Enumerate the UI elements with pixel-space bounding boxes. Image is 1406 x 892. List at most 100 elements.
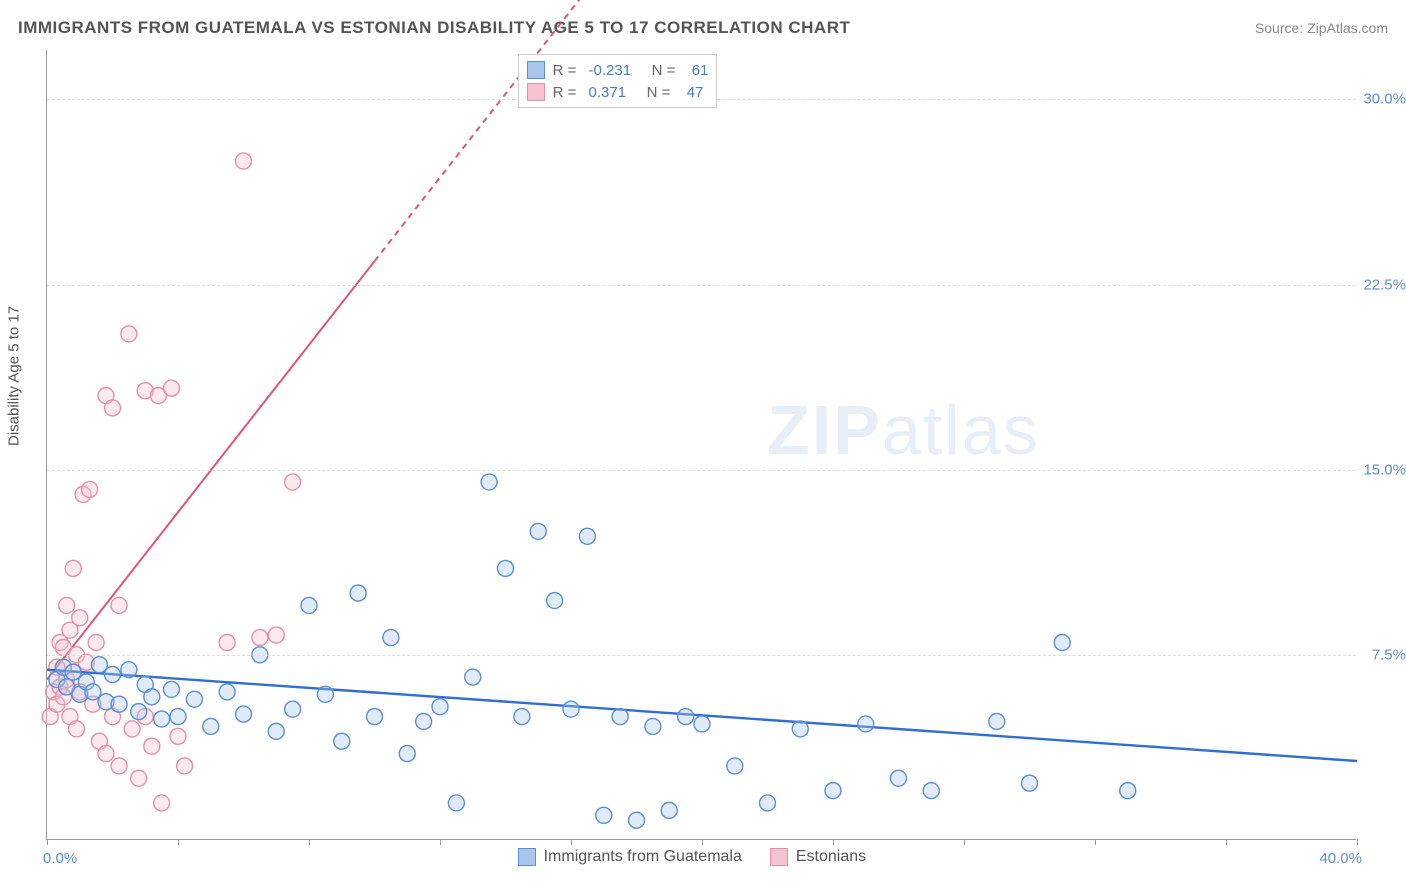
x-tick: [1095, 839, 1096, 845]
r-label: R =: [553, 62, 581, 79]
legend-row: R = 0.371 N = 47: [527, 81, 709, 103]
data-point: [416, 714, 432, 730]
data-point: [825, 783, 841, 799]
data-point: [131, 704, 147, 720]
data-point: [163, 380, 179, 396]
legend-swatch: [527, 61, 545, 79]
legend-swatch: [770, 848, 788, 866]
data-point: [367, 709, 383, 725]
data-point: [203, 718, 219, 734]
r-label: R =: [553, 84, 581, 101]
data-point: [858, 716, 874, 732]
x-tick-label: 0.0%: [43, 850, 77, 867]
x-tick: [178, 839, 179, 845]
data-point: [111, 597, 127, 613]
data-point: [236, 153, 252, 169]
x-tick: [571, 839, 572, 845]
data-point: [1054, 635, 1070, 651]
data-point: [514, 709, 530, 725]
data-point: [219, 684, 235, 700]
r-value: -0.231: [589, 62, 632, 79]
data-point: [334, 733, 350, 749]
data-point: [131, 770, 147, 786]
data-point: [1022, 775, 1038, 791]
x-tick: [440, 839, 441, 845]
data-point: [727, 758, 743, 774]
data-point: [59, 597, 75, 613]
legend-item: Estonians: [770, 848, 866, 866]
data-point: [170, 709, 186, 725]
data-point: [154, 795, 170, 811]
r-value: 0.371: [589, 84, 627, 101]
data-point: [596, 807, 612, 823]
data-point: [629, 812, 645, 828]
data-point: [65, 560, 81, 576]
data-point: [530, 523, 546, 539]
data-point: [432, 699, 448, 715]
data-point: [105, 667, 121, 683]
x-tick: [964, 839, 965, 845]
x-tick: [1226, 839, 1227, 845]
data-point: [98, 746, 114, 762]
legend-row: R = -0.231 N = 61: [527, 59, 709, 81]
data-point: [82, 481, 98, 497]
x-tick: [309, 839, 310, 845]
data-point: [301, 597, 317, 613]
data-point: [68, 721, 84, 737]
data-point: [661, 802, 677, 818]
data-point: [481, 474, 497, 490]
x-tick: [1357, 839, 1358, 845]
data-point: [1120, 783, 1136, 799]
data-point: [923, 783, 939, 799]
data-point: [121, 662, 137, 678]
data-point: [88, 635, 104, 651]
data-point: [612, 709, 628, 725]
n-value: 47: [687, 84, 704, 101]
legend-label: Estonians: [796, 848, 866, 866]
data-point: [154, 711, 170, 727]
data-point: [219, 635, 235, 651]
data-point: [694, 716, 710, 732]
n-label: N =: [639, 62, 684, 79]
data-point: [547, 593, 563, 609]
data-point: [760, 795, 776, 811]
data-point: [448, 795, 464, 811]
scatter-chart: [47, 50, 1356, 839]
data-point: [645, 718, 661, 734]
y-tick-label: 15.0%: [1358, 461, 1406, 478]
data-point: [579, 528, 595, 544]
data-point: [678, 709, 694, 725]
data-point: [350, 585, 366, 601]
data-point: [268, 723, 284, 739]
n-value: 61: [692, 62, 709, 79]
data-point: [285, 474, 301, 490]
legend-swatch: [518, 848, 536, 866]
gridline: [47, 655, 1356, 656]
data-point: [111, 696, 127, 712]
data-point: [252, 630, 268, 646]
plot-area: ZIPatlas 7.5%15.0%22.5%30.0%0.0%40.0%: [46, 50, 1356, 840]
x-tick: [702, 839, 703, 845]
gridline: [47, 285, 1356, 286]
data-point: [989, 714, 1005, 730]
x-tick: [47, 839, 48, 845]
series-legend: Immigrants from Guatemala Estonians: [518, 848, 867, 866]
data-point: [563, 701, 579, 717]
data-point: [121, 326, 137, 342]
chart-title: IMMIGRANTS FROM GUATEMALA VS ESTONIAN DI…: [18, 18, 850, 38]
data-point: [792, 721, 808, 737]
data-point: [268, 627, 284, 643]
legend-item: Immigrants from Guatemala: [518, 848, 742, 866]
data-point: [186, 691, 202, 707]
data-point: [170, 728, 186, 744]
legend-label: Immigrants from Guatemala: [544, 848, 742, 866]
data-point: [105, 400, 121, 416]
data-point: [144, 689, 160, 705]
data-point: [317, 686, 333, 702]
trend-line: [375, 0, 637, 261]
data-point: [891, 770, 907, 786]
data-point: [177, 758, 193, 774]
data-point: [144, 738, 160, 754]
gridline: [47, 470, 1356, 471]
correlation-legend: R = -0.231 N = 61R = 0.371 N = 47: [518, 54, 718, 108]
